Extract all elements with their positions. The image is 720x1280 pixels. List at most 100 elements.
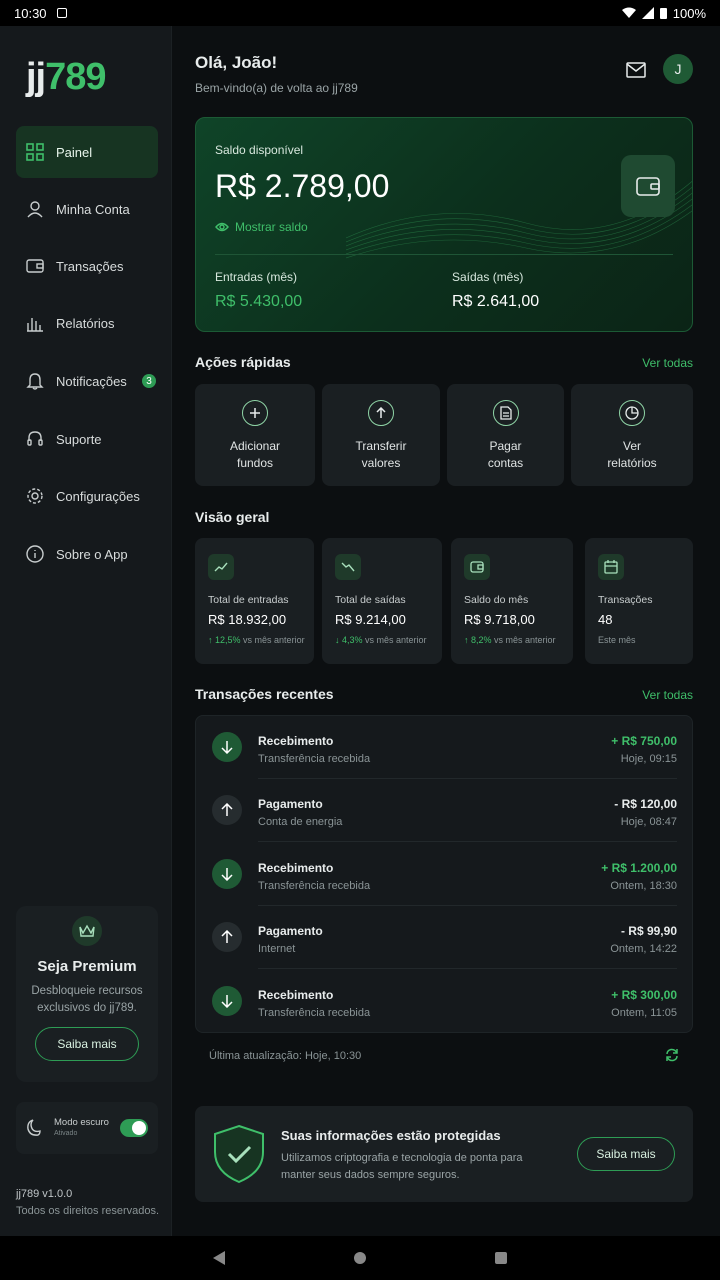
rights-text: Todos os direitos reservados. xyxy=(16,1205,160,1217)
bell-icon xyxy=(26,373,44,390)
greeting-title: Olá, João! xyxy=(195,53,278,72)
sidebar-item-label: Notificações xyxy=(56,373,127,389)
sidebar-item-suporte[interactable]: Suporte xyxy=(16,413,158,465)
headset-icon xyxy=(27,431,43,446)
logo-prefix: jj xyxy=(26,56,46,98)
balance-card: Saldo disponível R$ 2.789,00 Mostrar sal… xyxy=(195,117,693,332)
quick-action-view-reports[interactable]: Ver relatórios xyxy=(571,384,693,486)
row-divider xyxy=(258,905,677,906)
recent-transactions-title: Transações recentes xyxy=(195,686,334,702)
sidebar-item-notificacoes[interactable]: Notificações 3 xyxy=(16,355,158,407)
sidebar: jj789 Painel Minha Conta Transações Rela… xyxy=(0,26,172,1236)
quick-action-label: Adicionar xyxy=(229,439,281,453)
transaction-time: Ontem, 14:22 xyxy=(610,943,677,955)
status-bar: 10:30 100% xyxy=(0,0,720,26)
overview-title: Visão geral xyxy=(195,509,270,525)
quick-action-label: valores xyxy=(361,456,401,470)
dark-mode-label: Modo escuro xyxy=(54,1117,109,1128)
overview-value: R$ 9.214,00 xyxy=(335,612,406,627)
transaction-amount: + R$ 300,00 xyxy=(611,988,677,1002)
back-icon[interactable] xyxy=(213,1251,225,1265)
transaction-name: Recebimento xyxy=(258,734,334,748)
avatar[interactable]: J xyxy=(663,54,693,84)
sidebar-item-painel[interactable]: Painel xyxy=(16,126,158,178)
quick-action-transfer[interactable]: Transferir valores xyxy=(322,384,440,486)
transactions-see-all-link[interactable]: Ver todas xyxy=(642,688,693,702)
overview-value: R$ 9.718,00 xyxy=(464,612,535,627)
crown-icon xyxy=(72,916,102,946)
transaction-amount: + R$ 750,00 xyxy=(611,734,677,748)
transaction-name: Recebimento xyxy=(258,861,334,875)
overview-label: Total de saídas xyxy=(335,594,406,606)
sidebar-item-label: Suporte xyxy=(56,431,102,447)
quick-action-label: relatórios xyxy=(607,456,657,470)
pie-chart-icon xyxy=(619,400,645,426)
quick-action-pay-bills[interactable]: Pagar contas xyxy=(447,384,564,486)
moon-icon xyxy=(27,1119,41,1136)
overview-value: 48 xyxy=(598,612,613,627)
transaction-amount: - R$ 120,00 xyxy=(614,797,677,811)
row-divider xyxy=(258,778,677,779)
dark-mode-toggle[interactable] xyxy=(120,1119,148,1137)
show-balance-label: Mostrar saldo xyxy=(235,220,308,234)
mail-icon[interactable] xyxy=(626,62,646,78)
refresh-icon[interactable] xyxy=(665,1048,679,1062)
sidebar-item-transacoes[interactable]: Transações xyxy=(16,240,158,292)
arrow-down-icon xyxy=(212,859,242,889)
trend-down-icon xyxy=(335,554,361,580)
row-divider xyxy=(258,968,677,969)
eye-icon xyxy=(215,222,229,232)
overview-note: Este mês xyxy=(598,635,636,645)
overview-card-expenses: Total de saídas R$ 9.214,00 ↓ 4,3% vs mê… xyxy=(322,538,442,664)
app-version-info: jj789 v1.0.0 Todos os direitos reservado… xyxy=(16,1186,159,1220)
balance-label: Saldo disponível xyxy=(215,143,304,157)
quick-actions-see-all-link[interactable]: Ver todas xyxy=(642,356,693,370)
show-balance-toggle[interactable]: Mostrar saldo xyxy=(215,220,308,234)
overview-note: vs mês anterior xyxy=(365,635,427,645)
quick-action-add-funds[interactable]: Adicionar fundos xyxy=(195,384,315,486)
wallet-icon xyxy=(26,259,44,273)
transaction-desc: Transferência recebida xyxy=(258,753,371,765)
transaction-amount: - R$ 99,90 xyxy=(620,924,677,938)
premium-learn-more-button[interactable]: Saiba mais xyxy=(35,1027,139,1061)
transaction-row[interactable]: Pagamento Conta de energia - R$ 120,00 H… xyxy=(196,779,694,842)
sidebar-item-minha-conta[interactable]: Minha Conta xyxy=(16,183,158,235)
document-icon xyxy=(492,400,519,426)
arrow-down-icon xyxy=(212,986,242,1016)
transaction-row[interactable]: Recebimento Transferência recebida + R$ … xyxy=(196,843,694,906)
overview-note: vs mês anterior xyxy=(243,635,305,645)
shield-check-icon xyxy=(214,1124,264,1184)
quick-action-label: Pagar xyxy=(489,439,522,453)
balance-divider xyxy=(215,254,673,255)
transaction-time: Ontem, 18:30 xyxy=(610,880,677,892)
transaction-desc: Transferência recebida xyxy=(258,1007,371,1019)
recents-icon[interactable] xyxy=(495,1252,507,1264)
wallet-icon xyxy=(621,155,675,217)
calendar-icon xyxy=(598,554,624,580)
home-icon[interactable] xyxy=(353,1251,367,1265)
sidebar-item-configuracoes[interactable]: Configurações xyxy=(16,470,158,522)
sidebar-item-label: Minha Conta xyxy=(56,201,130,217)
quick-action-label: Ver xyxy=(622,439,641,453)
last-updated-text: Última atualização: Hoje, 10:30 xyxy=(209,1050,362,1062)
sidebar-item-sobre[interactable]: Sobre o App xyxy=(16,528,158,580)
security-learn-more-button[interactable]: Saiba mais xyxy=(577,1137,675,1171)
wallet-icon xyxy=(464,554,490,580)
transaction-row[interactable]: Recebimento Transferência recebida + R$ … xyxy=(196,716,694,779)
security-title: Suas informações estão protegidas xyxy=(281,1128,501,1143)
sidebar-item-relatorios[interactable]: Relatórios xyxy=(16,297,158,349)
transaction-time: Hoje, 08:47 xyxy=(620,816,677,828)
user-icon xyxy=(27,201,43,218)
overview-change: ↑ 12,5% xyxy=(208,635,241,645)
expense-value: R$ 2.641,00 xyxy=(452,293,540,310)
app-logo[interactable]: jj789 xyxy=(26,56,107,99)
transaction-row[interactable]: Pagamento Internet - R$ 99,90 Ontem, 14:… xyxy=(196,906,694,969)
overview-card-transactions: Transações 48 Este mês xyxy=(585,538,693,664)
transaction-row[interactable]: Recebimento Transferência recebida + R$ … xyxy=(196,970,694,1033)
security-text: Utilizamos criptografia e tecnologia de … xyxy=(281,1152,523,1181)
premium-card: Seja Premium Desbloqueie recursos exclus… xyxy=(16,906,158,1082)
arrow-up-icon xyxy=(212,795,242,825)
sidebar-item-label: Transações xyxy=(56,258,124,274)
premium-title: Seja Premium xyxy=(37,958,137,975)
security-banner: Suas informações estão protegidas Utiliz… xyxy=(195,1106,693,1202)
